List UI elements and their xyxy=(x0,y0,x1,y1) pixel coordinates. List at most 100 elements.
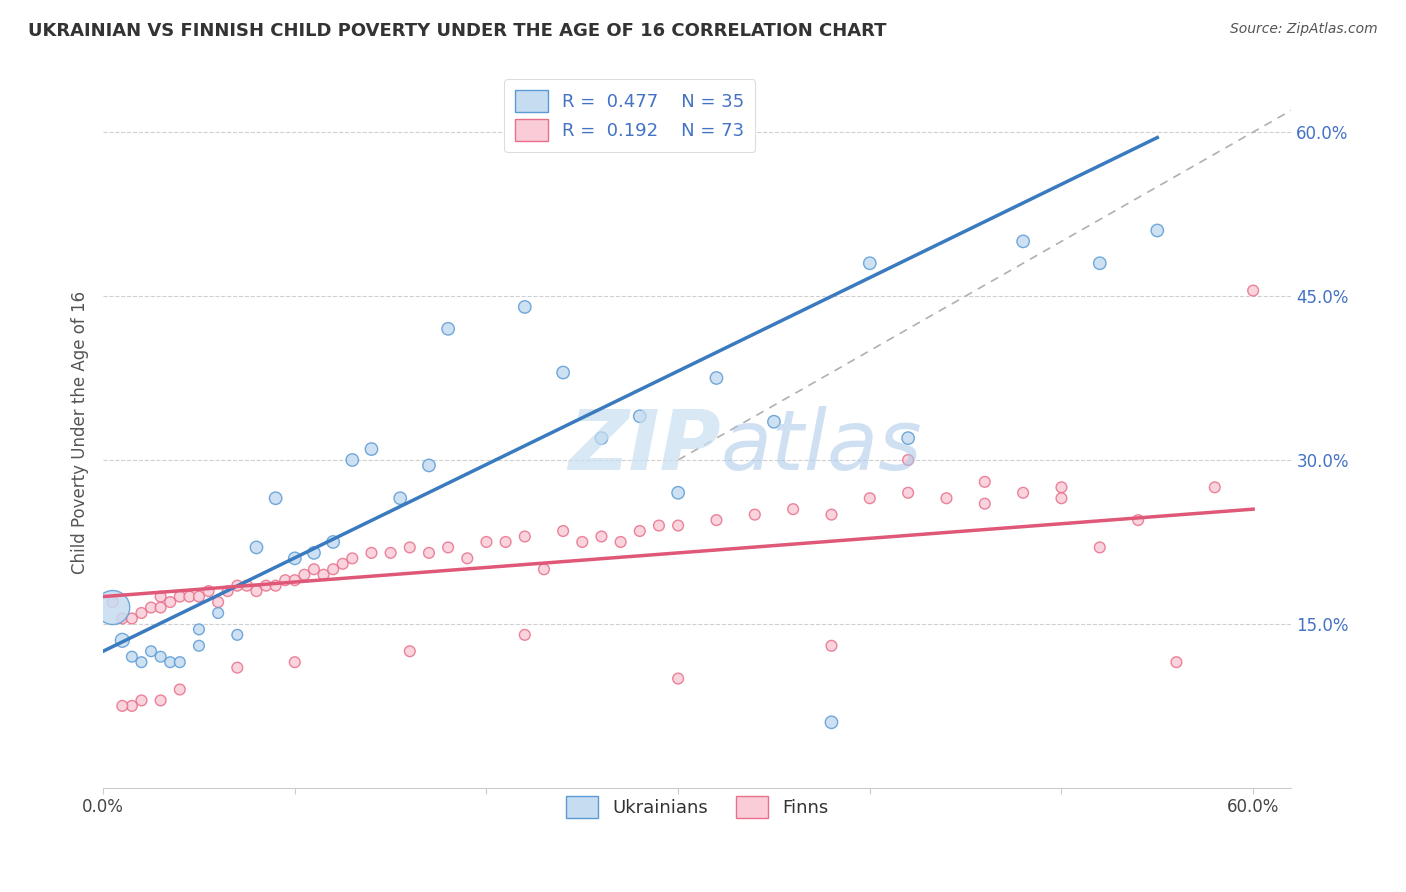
Point xyxy=(782,502,804,516)
Point xyxy=(254,579,277,593)
Point xyxy=(139,644,162,658)
Point xyxy=(197,584,219,599)
Point xyxy=(207,606,229,620)
Point xyxy=(111,633,134,648)
Point xyxy=(591,529,613,543)
Point xyxy=(332,557,354,571)
Point xyxy=(935,491,957,506)
Point xyxy=(149,590,172,604)
Point xyxy=(169,682,191,697)
Point xyxy=(628,524,651,538)
Point xyxy=(389,491,412,506)
Point xyxy=(553,366,575,380)
Point xyxy=(312,567,335,582)
Point xyxy=(1088,541,1111,555)
Point xyxy=(322,562,344,576)
Point xyxy=(897,485,920,500)
Point xyxy=(159,655,181,669)
Point xyxy=(245,584,267,599)
Text: ZIP: ZIP xyxy=(568,407,721,487)
Point xyxy=(820,508,842,522)
Point xyxy=(1012,235,1035,249)
Point xyxy=(398,541,420,555)
Point xyxy=(226,628,249,642)
Point xyxy=(226,579,249,593)
Point xyxy=(973,497,995,511)
Point xyxy=(149,693,172,707)
Point xyxy=(666,672,689,686)
Point xyxy=(159,595,181,609)
Point xyxy=(111,611,134,625)
Point xyxy=(121,611,143,625)
Point xyxy=(360,442,382,456)
Point xyxy=(245,541,267,555)
Point xyxy=(706,371,728,385)
Point xyxy=(513,529,536,543)
Point xyxy=(1241,284,1264,298)
Point xyxy=(360,546,382,560)
Point xyxy=(226,660,249,674)
Point xyxy=(149,649,172,664)
Point xyxy=(533,562,555,576)
Point xyxy=(398,644,420,658)
Point xyxy=(973,475,995,489)
Point xyxy=(380,546,402,560)
Point xyxy=(284,551,307,566)
Point xyxy=(274,573,297,587)
Point xyxy=(820,639,842,653)
Text: UKRAINIAN VS FINNISH CHILD POVERTY UNDER THE AGE OF 16 CORRELATION CHART: UKRAINIAN VS FINNISH CHILD POVERTY UNDER… xyxy=(28,22,887,40)
Point xyxy=(111,698,134,713)
Point xyxy=(1012,485,1035,500)
Point xyxy=(820,715,842,730)
Text: atlas: atlas xyxy=(721,407,922,487)
Point xyxy=(762,415,785,429)
Point xyxy=(284,655,307,669)
Point xyxy=(149,600,172,615)
Point xyxy=(131,606,153,620)
Point xyxy=(101,595,124,609)
Point xyxy=(513,300,536,314)
Point xyxy=(121,649,143,664)
Point xyxy=(264,579,287,593)
Point xyxy=(1204,480,1226,494)
Point xyxy=(121,698,143,713)
Point xyxy=(179,590,201,604)
Point xyxy=(302,562,325,576)
Point xyxy=(188,590,211,604)
Point xyxy=(342,453,364,467)
Point xyxy=(591,431,613,445)
Point xyxy=(648,518,671,533)
Point xyxy=(188,639,211,653)
Point xyxy=(1126,513,1149,527)
Point xyxy=(859,256,882,270)
Point xyxy=(666,518,689,533)
Point xyxy=(169,590,191,604)
Point xyxy=(418,458,440,473)
Point xyxy=(169,655,191,669)
Point xyxy=(1050,480,1073,494)
Point xyxy=(1050,491,1073,506)
Point xyxy=(1088,256,1111,270)
Point xyxy=(292,567,315,582)
Point xyxy=(1146,223,1168,237)
Point xyxy=(437,541,460,555)
Point xyxy=(571,535,593,549)
Point xyxy=(188,623,211,637)
Point xyxy=(217,584,239,599)
Point xyxy=(628,409,651,424)
Point xyxy=(513,628,536,642)
Point xyxy=(897,431,920,445)
Point xyxy=(609,535,631,549)
Point xyxy=(744,508,766,522)
Point xyxy=(456,551,478,566)
Y-axis label: Child Poverty Under the Age of 16: Child Poverty Under the Age of 16 xyxy=(72,291,89,574)
Point xyxy=(264,491,287,506)
Point xyxy=(131,693,153,707)
Point xyxy=(342,551,364,566)
Point xyxy=(859,491,882,506)
Point xyxy=(207,595,229,609)
Point xyxy=(553,524,575,538)
Point xyxy=(284,573,307,587)
Point xyxy=(131,655,153,669)
Point xyxy=(706,513,728,527)
